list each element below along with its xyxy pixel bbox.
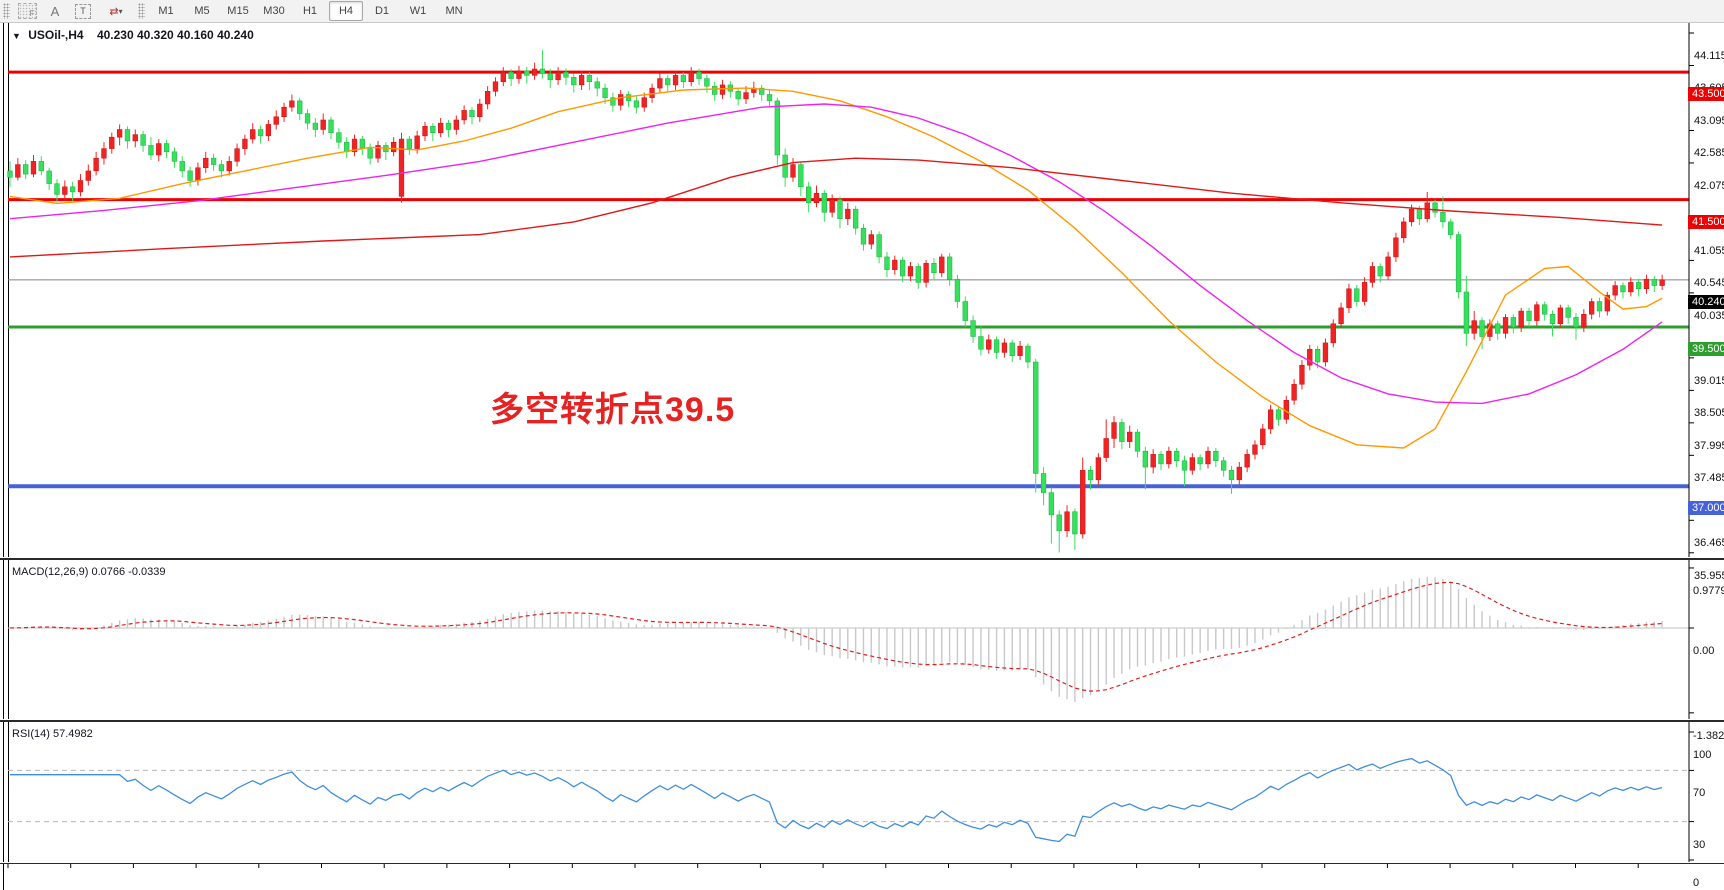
rsi-header: RSI(14) 57.4982 (12, 728, 93, 740)
plot-left-border (8, 23, 9, 863)
price-axis-label: 44.115 (1694, 50, 1724, 62)
price-axis-label: 39.015 (1694, 374, 1724, 387)
frame-left-border (3, 23, 4, 890)
price-level-badge: 41.500 (1688, 214, 1724, 229)
timeframe-button-m5[interactable]: M5 (194, 5, 210, 17)
price-axis-label: 40.035 (1694, 309, 1724, 322)
price-axis-label: 43.095 (1694, 114, 1724, 127)
toolbar: F A T ⇄ ▾ M1 M5 M15 M30 H1 H4 D1 W1 MN (0, 0, 1724, 23)
macd-rsi-divider[interactable] (0, 719, 1724, 722)
timeframe-button-d1[interactable]: D1 (374, 5, 390, 17)
timeframe-button-w1[interactable]: W1 (409, 5, 427, 17)
indicator-axis-label: -1.382 (1693, 729, 1724, 742)
chart-frame: ▼ USOil-,H4 40.230 40.320 40.160 40.240 … (0, 23, 1724, 890)
indicator-axis-label: 0.00 (1693, 645, 1715, 657)
timeframe-button-m30[interactable]: M30 (263, 5, 285, 17)
indicator-axis-label: 70 (1693, 787, 1706, 800)
chart-grid-f-icon[interactable]: F (15, 2, 39, 20)
symbol-period-label: USOil-,H4 (28, 28, 84, 42)
chart-canvas[interactable] (0, 23, 1724, 890)
toolbar-grip-2[interactable] (138, 3, 145, 19)
annotation-text: 多空转折点39.5 (490, 391, 736, 429)
main-macd-divider[interactable] (0, 557, 1724, 560)
timeframe-button-h1[interactable]: H1 (302, 5, 318, 17)
price-axis-label: 40.545 (1694, 277, 1724, 290)
price-axis-label: 41.055 (1694, 244, 1724, 257)
rsi-timeaxis-divider (0, 862, 1724, 864)
price-axis-label: 37.485 (1694, 472, 1724, 485)
toolbar-grip[interactable] (3, 3, 10, 19)
indicator-axis-label: 0 (1693, 877, 1700, 889)
price-axis-label: 42.075 (1694, 179, 1724, 192)
price-level-badge: 43.500 (1688, 87, 1724, 102)
price-axis-label: 38.505 (1694, 407, 1724, 420)
price-axis-label: 36.465 (1694, 537, 1724, 550)
price-level-badge: 37.000 (1688, 501, 1724, 516)
timeframe-bar: M1 M5 M15 M30 H1 H4 D1 W1 MN (148, 1, 472, 21)
timeframe-button-mn[interactable]: MN (445, 5, 463, 17)
price-axis-label: 35.955 (1694, 569, 1724, 582)
price-level-badge: 39.500 (1688, 341, 1724, 356)
symbol-dropdown-icon[interactable]: ▼ (12, 31, 21, 41)
timeframe-button-m15[interactable]: M15 (227, 5, 249, 17)
text-label-icon[interactable]: T (71, 2, 95, 20)
price-axis-label: 37.995 (1694, 439, 1724, 452)
price-level-badge: 40.240 (1688, 294, 1724, 309)
objects-arrows-icon[interactable]: ⇄ ▾ (109, 5, 123, 18)
indicator-axis-label: 0.9779 (1693, 584, 1724, 597)
indicator-axis-label: 100 (1693, 749, 1712, 761)
arrows-dropdown-caret[interactable]: ▾ (118, 6, 123, 16)
symbol-ohlc-line: ▼ USOil-,H4 40.230 40.320 40.160 40.240 (12, 28, 254, 42)
macd-header: MACD(12,26,9) 0.0766 -0.0339 (12, 566, 166, 578)
price-axis-label: 42.585 (1694, 147, 1724, 160)
ohlc-values: 40.230 40.320 40.160 40.240 (96, 28, 254, 42)
indicator-axis-label: 30 (1693, 838, 1706, 851)
timeframe-button-h4[interactable]: H4 (329, 1, 363, 21)
cursor-a-icon[interactable]: A (50, 3, 60, 19)
timeframe-button-m1[interactable]: M1 (158, 5, 174, 17)
